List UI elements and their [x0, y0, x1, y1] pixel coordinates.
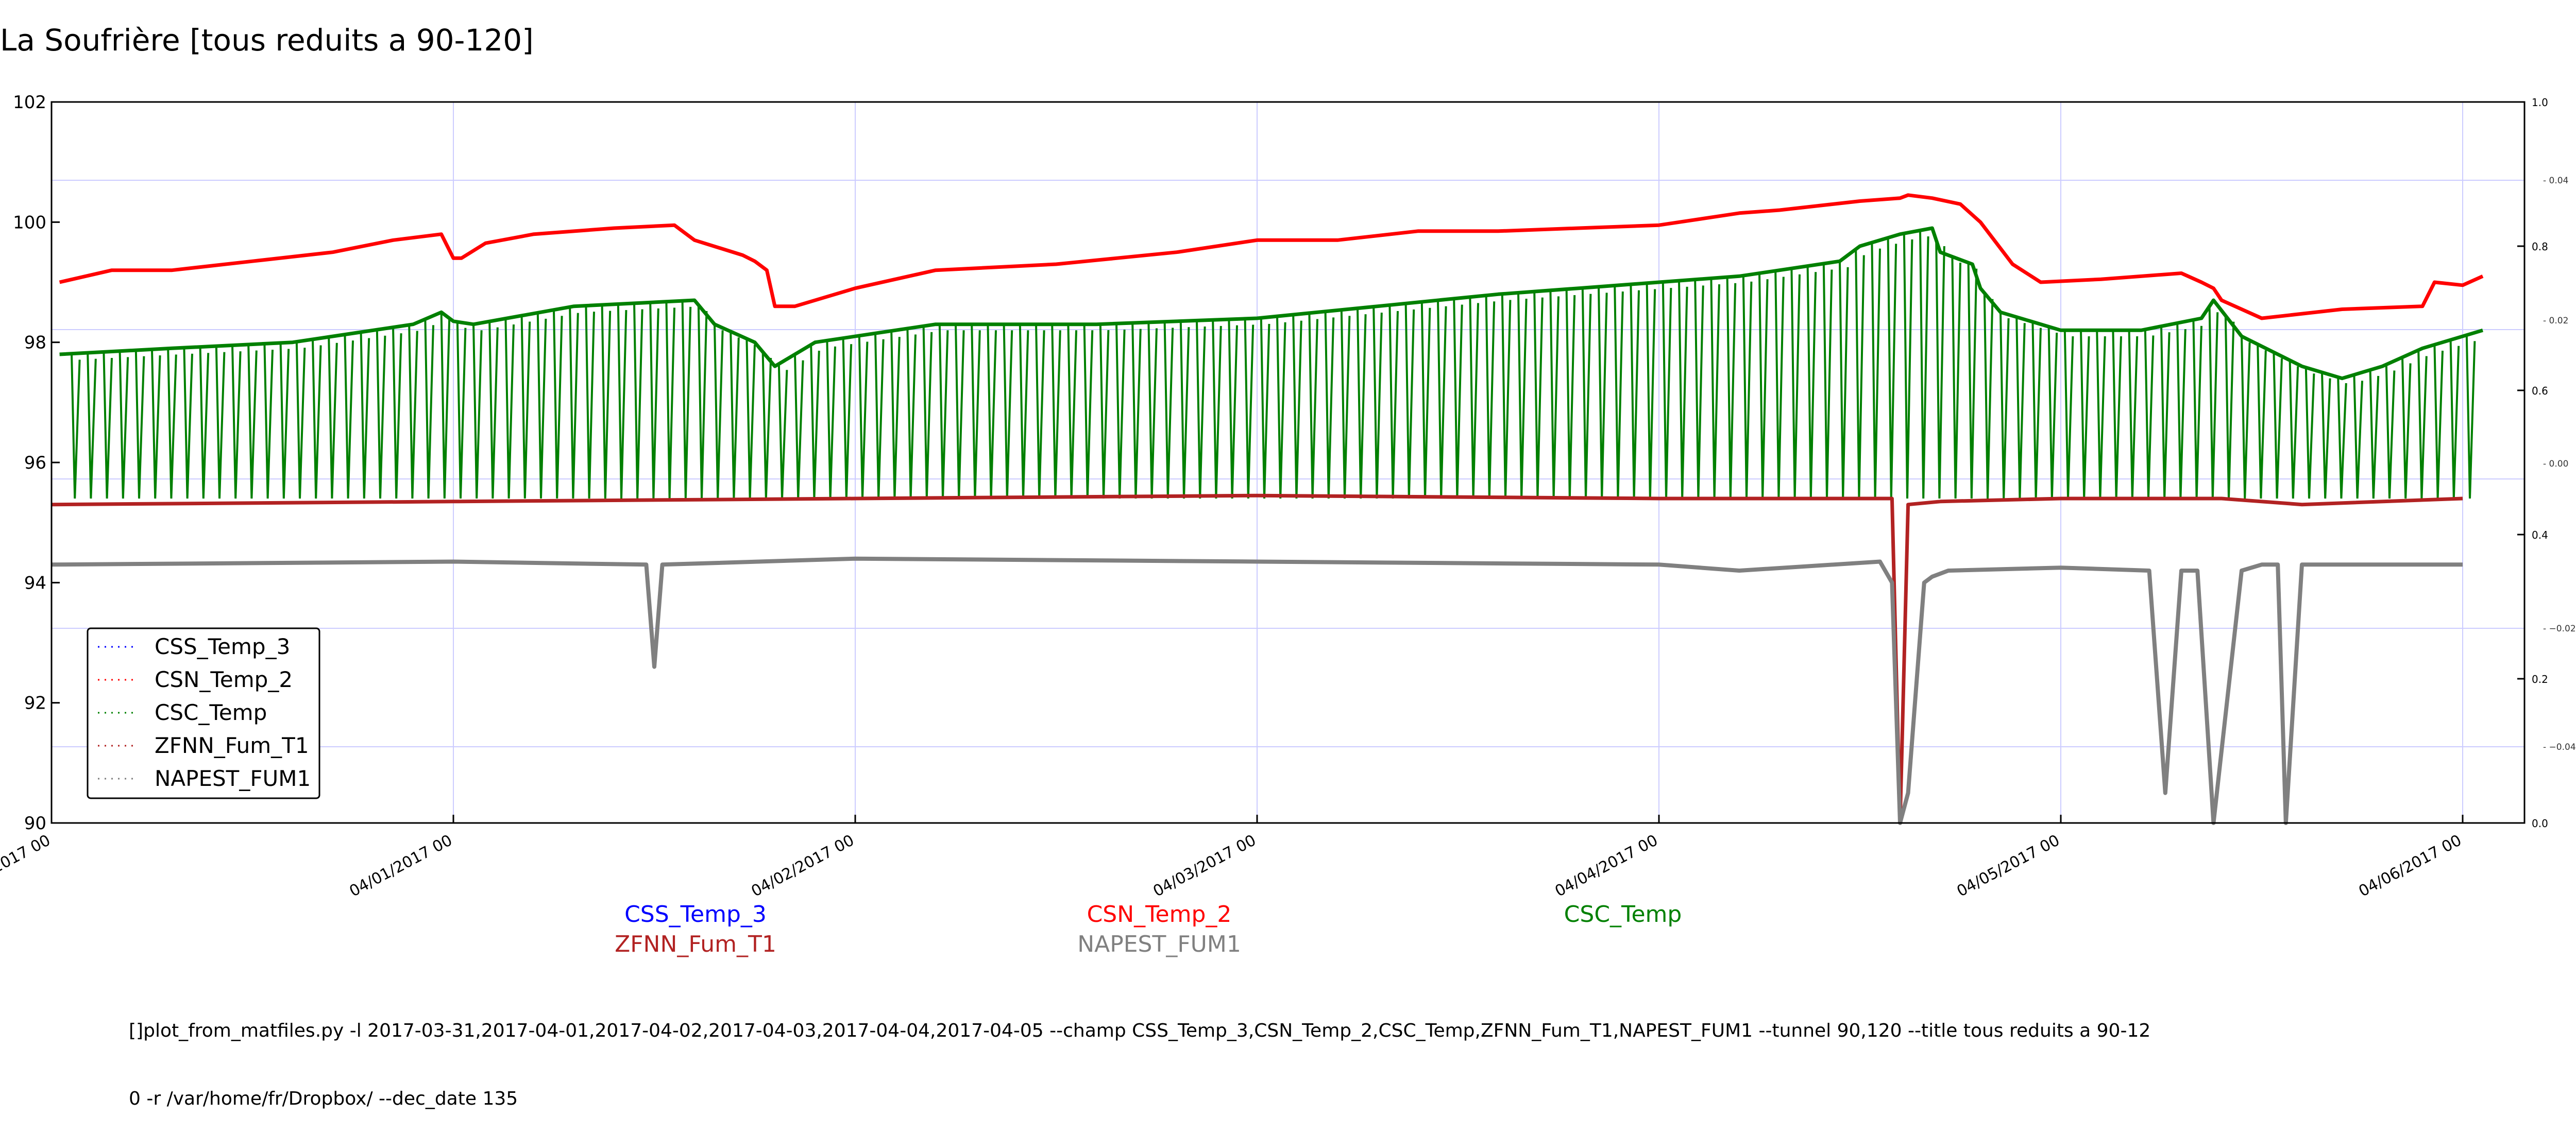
- legend-label: ZFNN_Fum_T1: [155, 733, 309, 758]
- y2-tick-label: 0.4: [2532, 529, 2548, 541]
- legend: CSS_Temp_3 CSN_Temp_2 CSC_Temp ZFNN_Fum_T1 N…: [87, 627, 320, 799]
- bottom-legend-label: ZFNN_Fum_T1: [615, 931, 776, 957]
- x-tick-label: 04/03/2017 00: [1150, 831, 1259, 900]
- series-line-csc-temp: [59, 226, 2484, 381]
- y2-tick-label: 0.0: [2532, 817, 2548, 830]
- y-tick-label: 96: [24, 453, 46, 473]
- bottom-legend-label: CSC_Temp: [1564, 901, 1682, 928]
- y-tick-label: 102: [13, 92, 46, 113]
- y2-secondary-tick-label: - −0.02: [2543, 624, 2576, 634]
- x-axis: 03/31/2017 00 04/01/2017 00 04/02/2017 00 0…: [0, 815, 2465, 901]
- bottom-legend-label: CSN_Temp_2: [1087, 901, 1232, 928]
- chart-title: La Soufrière [tous reduits a 90-120]: [0, 23, 534, 58]
- bottom-legend: CSS_Temp_3 CSN_Temp_2 CSC_Temp ZFNN_Fum_T1 N…: [615, 901, 1682, 957]
- grid-lines: [51, 102, 2524, 823]
- legend-label: CSN_Temp_2: [155, 667, 293, 692]
- command-line: []plot_from_matfiles.py -l 2017-03-31,20…: [129, 974, 2150, 1133]
- x-tick-label: 04/01/2017 00: [347, 831, 455, 900]
- x-tick-label: 04/05/2017 00: [1954, 831, 2063, 900]
- y2-tick-label: 0.8: [2532, 241, 2548, 253]
- y2-tick-label: 0.2: [2532, 673, 2548, 685]
- legend-label: CSC_Temp: [155, 700, 267, 725]
- command-line-2: 0 -r /var/home/fr/Dropbox/ --dec_date 13…: [129, 1088, 518, 1109]
- y-tick-label: 94: [24, 573, 46, 593]
- series-drops-csc-temp: [71, 230, 2476, 499]
- y-tick-label: 98: [24, 333, 46, 353]
- x-tick-label: 04/02/2017 00: [749, 831, 857, 900]
- x-tick-label: 03/31/2017 00: [0, 831, 54, 900]
- x-tick-label: 04/06/2017 00: [2356, 831, 2465, 900]
- y-tick-label: 100: [13, 212, 46, 233]
- bottom-legend-label: CSS_Temp_3: [624, 901, 767, 928]
- y2-tick-label: 0.6: [2532, 385, 2548, 397]
- y2-secondary-tick-label: - 0.00: [2543, 459, 2568, 469]
- y2-tick-label: 1.0: [2532, 96, 2548, 109]
- command-line-1: []plot_from_matfiles.py -l 2017-03-31,20…: [129, 1020, 2151, 1041]
- legend-label: NAPEST_FUM1: [155, 766, 311, 791]
- series-line-csn-temp-2: [59, 193, 2484, 320]
- y-axis-right: 0.0 0.2 0.4 0.6 0.8 1.0 - −0.04 - −0.02 - 0.00 - …: [2517, 96, 2576, 830]
- y2-secondary-tick-label: - 0.02: [2543, 316, 2568, 326]
- series-line-napest-fum1: [51, 556, 2463, 825]
- chart-figure: La Soufrière [tous reduits a 90-120] 909…: [0, 23, 2576, 957]
- legend-frame: [87, 627, 320, 799]
- y2-secondary-tick-label: - −0.04: [2543, 742, 2576, 752]
- y2-secondary-tick-label: - 0.04: [2543, 176, 2568, 186]
- x-tick-label: 04/04/2017 00: [1552, 831, 1661, 900]
- series-layer: [51, 193, 2484, 825]
- plot-frame: [50, 101, 2526, 824]
- y-tick-label: 92: [24, 693, 46, 714]
- legend-label: CSS_Temp_3: [155, 634, 290, 659]
- bottom-legend-label: NAPEST_FUM1: [1077, 931, 1241, 957]
- y-axis-left: 90 92 94 96 98 100 102: [13, 92, 60, 834]
- y-tick-label: 90: [24, 813, 46, 834]
